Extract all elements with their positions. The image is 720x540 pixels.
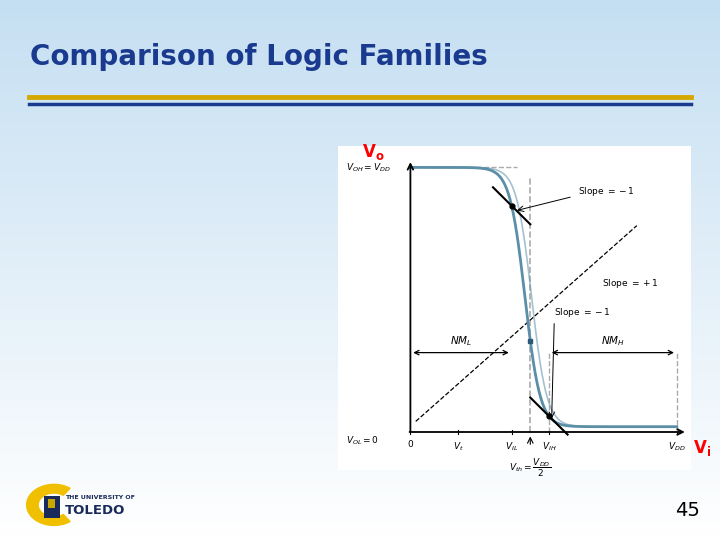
Text: Slope $= -1$: Slope $= -1$ bbox=[578, 185, 635, 198]
Text: 0: 0 bbox=[408, 440, 413, 449]
Polygon shape bbox=[27, 484, 70, 525]
Text: $\mathbf{V_i}$: $\mathbf{V_i}$ bbox=[693, 438, 711, 458]
Text: $V_t$: $V_t$ bbox=[453, 440, 464, 453]
Text: Comparison of Logic Families: Comparison of Logic Families bbox=[30, 43, 488, 71]
Text: $NM_L$: $NM_L$ bbox=[450, 334, 472, 348]
Text: $V_{IL}$: $V_{IL}$ bbox=[505, 440, 518, 453]
Text: TOLEDO: TOLEDO bbox=[65, 504, 125, 517]
Text: $V_{OL} = 0$: $V_{OL} = 0$ bbox=[346, 435, 379, 447]
Text: 45: 45 bbox=[675, 501, 700, 520]
Text: THE UNIVERSITY OF: THE UNIVERSITY OF bbox=[65, 495, 135, 500]
Bar bbox=[338, 146, 691, 470]
Text: $V_{DD}$: $V_{DD}$ bbox=[668, 440, 685, 453]
Text: $V_{IH}$: $V_{IH}$ bbox=[541, 440, 557, 453]
Bar bbox=[48, 499, 55, 508]
Text: Slope $= -1$: Slope $= -1$ bbox=[554, 306, 611, 320]
Text: Slope $= +1$: Slope $= +1$ bbox=[602, 278, 659, 291]
Text: $V_{OH} = V_{DD}$: $V_{OH} = V_{DD}$ bbox=[346, 161, 390, 174]
Text: $\mathbf{V_o}$: $\mathbf{V_o}$ bbox=[362, 142, 384, 162]
Text: $V_{th} = \dfrac{V_{DD}}{2}$: $V_{th} = \dfrac{V_{DD}}{2}$ bbox=[509, 456, 552, 478]
Text: $NM_H$: $NM_H$ bbox=[601, 334, 625, 348]
Bar bbox=[44, 496, 60, 518]
